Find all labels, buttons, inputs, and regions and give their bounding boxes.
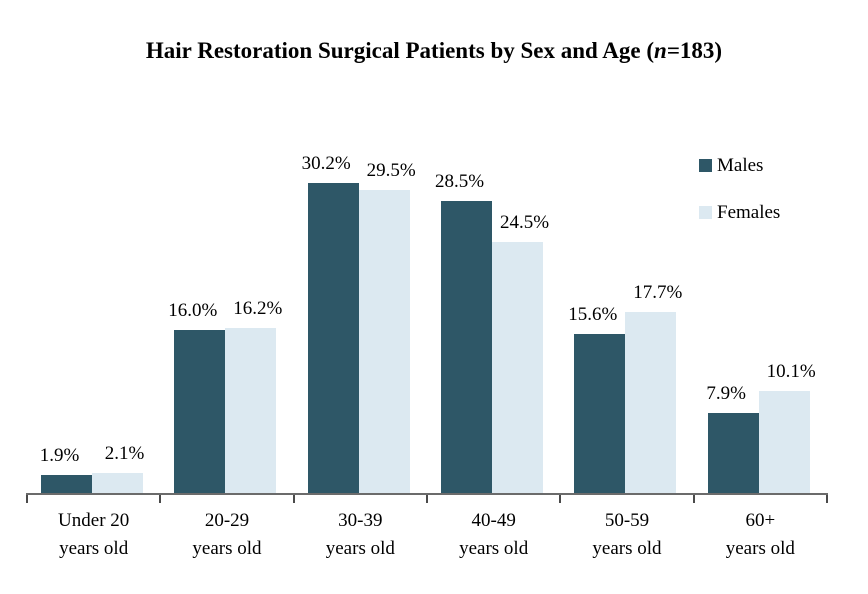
- x-axis-tick-0: [26, 495, 28, 503]
- value-label-females-0: 2.1%: [104, 443, 145, 464]
- x-axis-line: [26, 493, 828, 495]
- chart-title-prefix: Hair Restoration Surgical Patients by Se…: [145, 38, 655, 63]
- category-label-0: Under 20 years old: [58, 510, 130, 559]
- category-label-2: 30-39 years old: [325, 510, 395, 559]
- bar-females-4: [625, 312, 677, 495]
- legend-item-females: Females: [699, 203, 780, 222]
- legend-item-males: Males: [699, 156, 780, 175]
- category-label-5: 60+ years old: [725, 510, 795, 559]
- legend-label-males: Males: [717, 155, 764, 176]
- legend-label-females: Females: [717, 202, 781, 223]
- x-axis-tick-2: [292, 495, 295, 503]
- bar-males-3: [441, 201, 492, 495]
- females-swatch-icon: [699, 206, 712, 219]
- bar-females-2: [358, 190, 410, 495]
- value-label-males-4: 15.6%: [568, 304, 618, 325]
- bar-males-2: [307, 183, 359, 495]
- value-label-females-1: 16.2%: [233, 298, 283, 319]
- x-axis-tick-4: [559, 495, 562, 503]
- value-label-males-3: 28.5%: [434, 171, 485, 192]
- value-label-males-0: 1.9%: [39, 445, 80, 466]
- bar-males-4: [574, 334, 626, 495]
- bar-females-0: [92, 473, 143, 495]
- bar-females-1: [225, 328, 277, 495]
- bar-males-1: [174, 330, 226, 495]
- bar-males-5: [707, 413, 759, 495]
- category-label-3: 40-49 years old: [459, 510, 529, 559]
- chart-title-n: n: [654, 38, 667, 63]
- x-axis-tick-3: [426, 495, 428, 503]
- males-swatch-icon: [699, 159, 712, 172]
- legend: Males Females: [699, 156, 780, 222]
- chart-title-suffix: =183): [666, 38, 723, 63]
- value-label-males-1: 16.0%: [168, 300, 218, 321]
- x-axis-tick-5: [692, 495, 695, 503]
- x-axis-tick-1: [159, 495, 162, 503]
- category-label-1: 20-29 years old: [192, 510, 262, 559]
- bar-males-0: [41, 475, 92, 495]
- value-label-males-2: 30.2%: [301, 153, 351, 174]
- bar-females-5: [758, 391, 810, 495]
- value-label-females-4: 17.7%: [633, 282, 683, 303]
- bar-females-3: [492, 242, 543, 495]
- x-axis-tick-6: [826, 495, 828, 503]
- value-label-females-3: 24.5%: [499, 212, 550, 233]
- category-label-4: 50-59 years old: [592, 510, 662, 559]
- chart-title: Hair Restoration Surgical Patients by Se…: [0, 38, 868, 64]
- value-label-females-2: 29.5%: [366, 160, 416, 181]
- value-label-females-5: 10.1%: [766, 361, 816, 382]
- value-label-males-5: 7.9%: [706, 383, 746, 404]
